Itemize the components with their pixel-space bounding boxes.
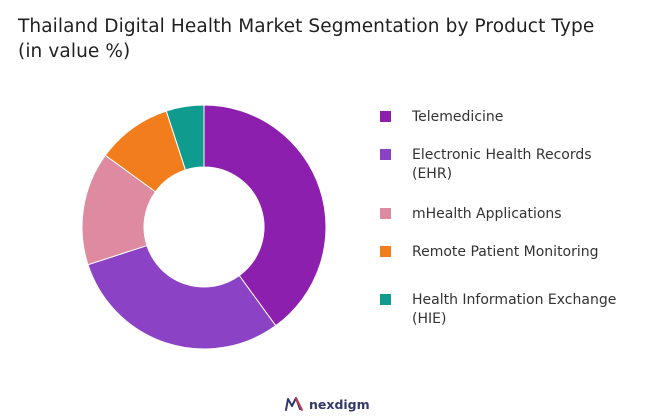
legend-swatch	[380, 294, 391, 305]
legend-label: Remote Patient Monitoring	[412, 244, 599, 260]
donut-slice-telemedicine[interactable]	[203, 104, 327, 327]
legend-label: mHealth Applications	[412, 206, 562, 222]
legend-swatch	[380, 111, 391, 122]
legend-label: Health Information Exchange (HIE)	[412, 292, 617, 327]
brand-logo: nexdigm	[284, 395, 370, 413]
legend-swatch	[380, 149, 391, 160]
chart-title: Thailand Digital Health Market Segmentat…	[18, 16, 595, 62]
donut-slice-electronic-health-records-ehr[interactable]	[87, 244, 277, 350]
legend-label: Telemedicine	[412, 109, 504, 125]
nexdigm-logo-icon	[285, 397, 303, 411]
legend-swatch	[380, 208, 391, 219]
brand-name: nexdigm	[309, 396, 370, 412]
legend-swatch	[380, 246, 391, 257]
legend-label: Electronic Health Records (EHR)	[412, 147, 592, 182]
donut-slice-health-information-exchange-hie[interactable]	[165, 104, 205, 171]
